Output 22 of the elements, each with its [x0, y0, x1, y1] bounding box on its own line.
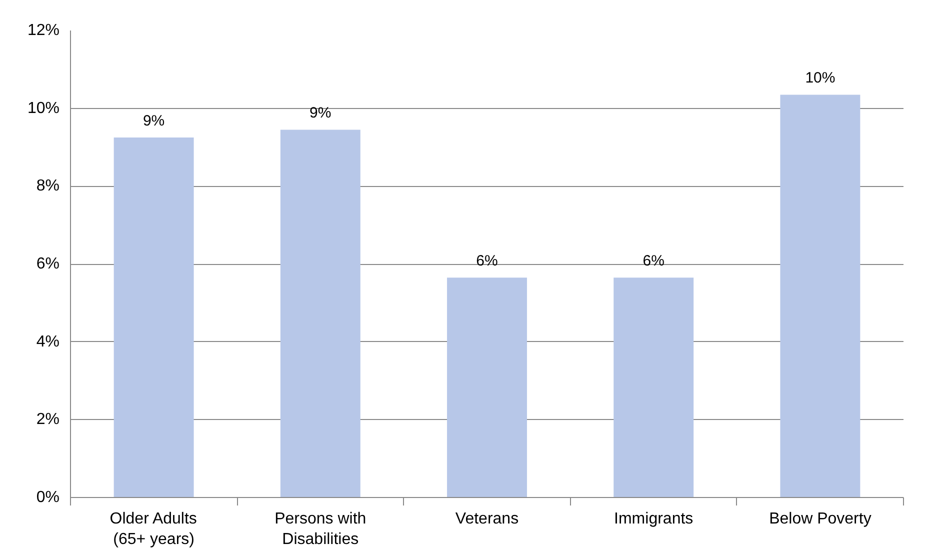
y-tick-label: 12% [27, 22, 60, 39]
y-tick-label: 6% [36, 256, 60, 272]
bar [114, 138, 194, 498]
y-tick-label: 10% [27, 100, 60, 117]
data-label: 6% [642, 252, 664, 270]
data-label: 9% [142, 112, 165, 130]
bar [614, 278, 694, 498]
data-label: 6% [476, 252, 498, 270]
bar [780, 94, 860, 498]
x-tick-label: Immigrants [614, 510, 694, 528]
bar [280, 130, 360, 498]
y-tick-label: 0% [36, 489, 60, 506]
x-tick-label: Older Adults (65+ years) [110, 510, 197, 548]
y-tick-label: 2% [36, 411, 60, 428]
x-tick-label: Veterans [455, 510, 519, 528]
bar [447, 278, 527, 498]
x-tick-label: Below Poverty [769, 510, 872, 528]
x-tick-label: Persons with Disabilities [274, 510, 366, 548]
y-tick-label: 8% [36, 178, 60, 195]
data-label: 10% [805, 70, 836, 87]
data-label: 9% [310, 104, 332, 122]
y-tick-label: 4% [36, 333, 60, 350]
